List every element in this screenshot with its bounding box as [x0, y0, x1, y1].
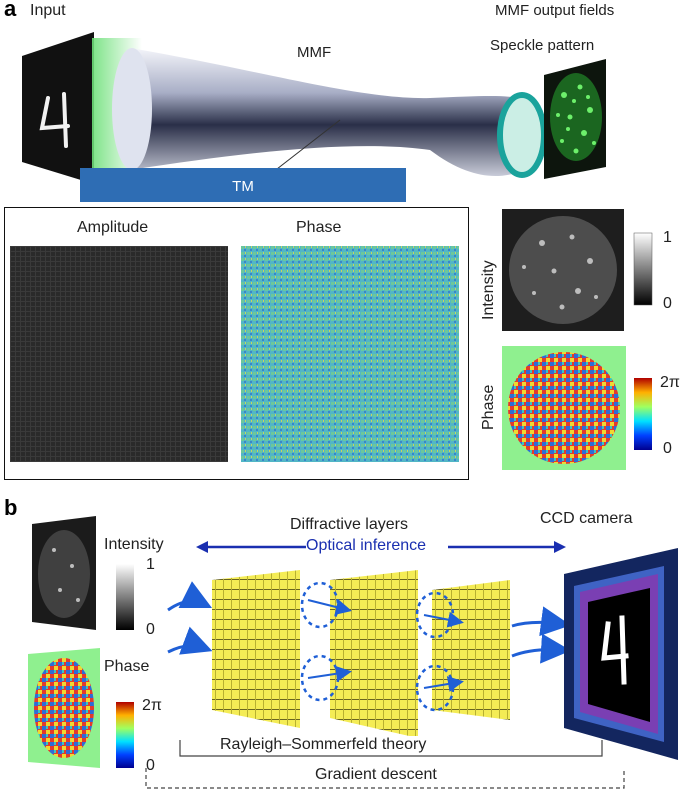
optical-inference-arrow	[196, 541, 566, 553]
b-phase-scale-max: 2π	[142, 697, 162, 714]
panel-b-letter: b	[4, 495, 18, 520]
phase-scale-max: 2π	[660, 374, 680, 391]
intensity-speckle-image	[502, 209, 624, 331]
intensity-scale-max: 1	[663, 229, 672, 246]
b-intensity-colorbar	[116, 564, 134, 630]
gradient-bracket	[145, 768, 625, 789]
b-intensity-label: Intensity	[104, 536, 164, 553]
phase-scale-min: 0	[663, 440, 672, 457]
intensity-colorbar	[633, 232, 653, 306]
speckle-label: Speckle pattern	[490, 37, 595, 54]
intensity-scale-min: 0	[663, 295, 672, 312]
input-label: Input	[30, 2, 66, 19]
output-fields-label: MMF output fields	[495, 2, 615, 19]
layer-1	[212, 570, 300, 728]
mmf-label: MMF	[297, 44, 332, 61]
b-intensity-screen	[32, 516, 96, 630]
b-phase-label: Phase	[104, 658, 150, 675]
diffractive-layers-label: Diffractive layers	[290, 516, 408, 533]
input-screen	[22, 32, 94, 184]
b-intensity-scale-min: 0	[146, 621, 155, 638]
tm-bar: TM	[80, 168, 406, 202]
output-arrows	[511, 606, 571, 664]
gradient-label: Gradient descent	[311, 766, 441, 784]
ccd-camera	[564, 548, 678, 760]
tm-label: TM	[232, 178, 254, 195]
input-arrows	[167, 581, 213, 655]
b-intensity-scale-max: 1	[146, 556, 155, 573]
rayleigh-label: Rayleigh–Sommerfeld theory	[216, 736, 431, 754]
ccd-camera-label: CCD camera	[540, 510, 633, 527]
phase-speckle-image	[502, 346, 626, 470]
phase-matrix	[241, 246, 459, 462]
b-phase-screen	[28, 648, 100, 768]
intensity-side-label: Intensity	[480, 260, 497, 320]
layer-2	[330, 570, 418, 738]
rayleigh-bracket	[179, 740, 603, 757]
amplitude-matrix	[10, 246, 228, 462]
phase-side-label: Phase	[480, 384, 497, 430]
panel-a-letter: a	[4, 0, 17, 21]
phase-matrix-label: Phase	[296, 219, 342, 236]
tm-matrix-box	[4, 207, 469, 480]
phase-colorbar	[634, 378, 652, 450]
b-phase-scale-min: 0	[146, 757, 155, 774]
optical-inference-label: Optical inference	[306, 537, 427, 554]
diffractive-layers	[212, 570, 510, 738]
speckle-screen	[544, 59, 606, 179]
b-phase-colorbar	[116, 702, 134, 768]
amplitude-label: Amplitude	[77, 219, 149, 236]
mmf-fiber	[112, 48, 547, 191]
layer-3	[432, 580, 510, 720]
